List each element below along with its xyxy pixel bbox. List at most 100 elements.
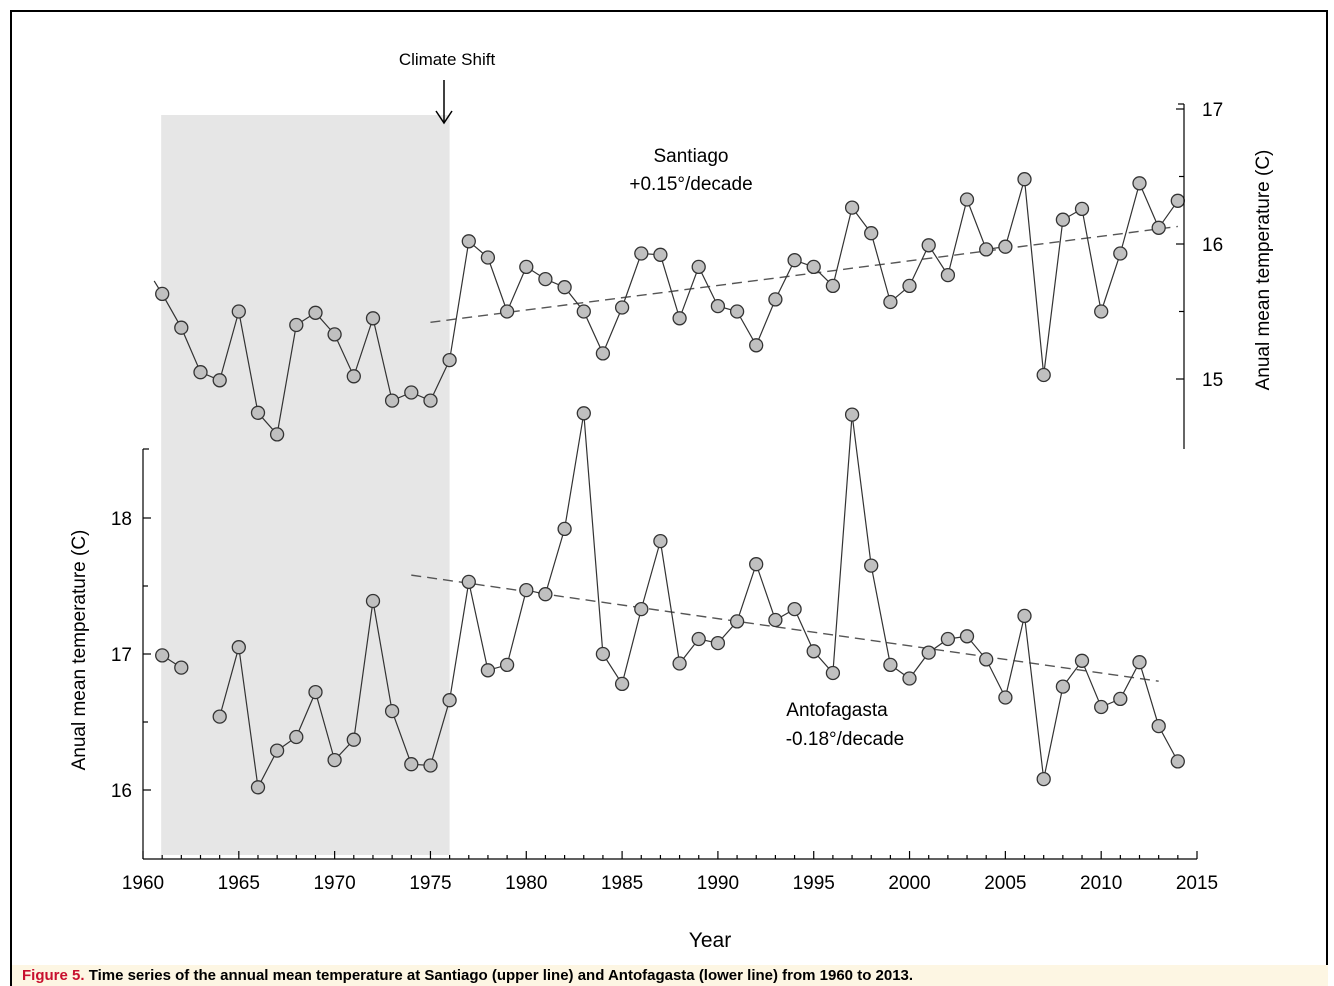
- antofagasta-point-1971: [346, 732, 361, 747]
- santiago-point-1984: [595, 346, 611, 361]
- antofagasta-point-1967: [269, 743, 285, 758]
- santiago-point-1970: [327, 327, 342, 342]
- antofagasta-point-1968: [289, 729, 304, 745]
- left-axis-title: Anual mean temperature (C): [69, 530, 90, 771]
- antofagasta-point-1981: [538, 587, 553, 602]
- x-tick-label-1960: 1960: [122, 873, 164, 894]
- climate-shift-shade: [161, 115, 450, 855]
- santiago-point-1990: [710, 298, 726, 314]
- antofagasta-point-1997: [844, 407, 860, 422]
- x-tick-label-2005: 2005: [984, 873, 1026, 894]
- santiago-point-1978: [480, 250, 496, 265]
- right-tick-label-15: 15: [1202, 370, 1223, 391]
- antofagasta-point-2001: [921, 645, 936, 660]
- santiago-point-1981: [538, 271, 553, 287]
- antofagasta-point-2010: [1094, 699, 1109, 715]
- antofagasta-point-1978: [480, 663, 496, 678]
- antofagasta-point-1986: [634, 601, 649, 617]
- santiago-point-1989: [691, 259, 706, 275]
- antofagasta-point-1970: [327, 752, 342, 768]
- santiago-point-1963: [193, 365, 208, 380]
- x-tick-label-1995: 1995: [793, 873, 835, 894]
- santiago-point-1995: [806, 259, 821, 275]
- antofagasta-point-1987: [653, 533, 668, 549]
- left-tick-label-16: 16: [111, 781, 132, 802]
- series-layer: [153, 172, 1185, 795]
- santiago-point-1993: [768, 292, 783, 307]
- left-tick-label-18: 18: [111, 509, 132, 530]
- left-tick-label-17: 17: [111, 645, 132, 666]
- antofagasta-point-2008: [1055, 679, 1071, 694]
- annotation-label: Climate Shift: [399, 50, 496, 69]
- santiago-point-2013: [1151, 220, 1166, 235]
- antofagasta-point-2005: [998, 690, 1013, 705]
- santiago-point-2004: [979, 242, 994, 257]
- antofagasta-point-1974: [404, 757, 419, 772]
- antofagasta-point-1996: [825, 665, 841, 681]
- caption-label: Figure 5.: [22, 967, 85, 984]
- santiago-point-2001: [921, 238, 936, 253]
- santiago-point-1999: [883, 294, 898, 310]
- antofagasta-point-1998: [864, 558, 879, 573]
- antofagasta-point-2004: [979, 652, 994, 667]
- antofagasta-point-1994: [787, 601, 802, 617]
- santiago-point-1968: [289, 317, 304, 333]
- santiago-point-2002: [940, 267, 956, 283]
- santiago-point-1982: [557, 280, 572, 295]
- antofagasta-point-2013: [1151, 718, 1166, 734]
- x-tick-label-2010: 2010: [1080, 873, 1122, 894]
- axes-layer: 1960 1965 1970 1975 1980 1985 1990 1995 2000 2005…: [111, 100, 1223, 894]
- santiago-point-1972: [365, 311, 381, 326]
- antofagasta-point-2002: [940, 631, 956, 647]
- caption-text: Time series of the annual mean temperatu…: [88, 967, 914, 984]
- antofagasta-point-1972: [365, 593, 381, 609]
- santiago-point-1966: [250, 405, 266, 420]
- santiago-point-2012: [1132, 176, 1147, 191]
- santiago-point-1962: [174, 320, 189, 335]
- santiago-point-1964: [212, 373, 227, 388]
- antofagasta-point-1976: [442, 693, 457, 708]
- figure-caption: Figure 5. Time series of the annual mean…: [12, 965, 1328, 986]
- santiago-label: Santiago: [653, 146, 728, 167]
- antofagasta-point-2009: [1074, 653, 1090, 668]
- santiago-point-2006: [1017, 172, 1032, 187]
- santiago-trend-line: [430, 225, 1178, 323]
- santiago-point-2011: [1113, 246, 1128, 261]
- antofagasta-point-1975: [423, 758, 438, 773]
- santiago-point-1979: [499, 304, 515, 319]
- antofagasta-point-1984: [595, 646, 611, 662]
- antofagasta-point-2003: [959, 629, 975, 644]
- santiago-point-1967: [269, 427, 285, 442]
- annotation-arrow: [435, 80, 453, 125]
- antofagasta-point-1999: [883, 657, 898, 673]
- santiago-point-1991: [729, 304, 745, 319]
- x-tick-label-1990: 1990: [697, 873, 739, 894]
- antofagasta-point-1965: [231, 640, 246, 655]
- santiago-point-2007: [1036, 367, 1051, 383]
- antofagasta-point-1988: [672, 656, 687, 671]
- antofagasta-trend-line: [411, 574, 1159, 682]
- santiago-point-1971: [346, 369, 361, 384]
- antofagasta-point-1962: [174, 660, 189, 675]
- antofagasta-trend-label: -0.18°/decade: [786, 729, 905, 750]
- antofagasta-point-1964: [212, 709, 227, 724]
- santiago-point-1988: [672, 311, 687, 326]
- right-axis-title: Anual mean temperature (C): [1253, 150, 1274, 391]
- santiago-point-1980: [519, 259, 534, 275]
- santiago-point-1994: [787, 253, 802, 268]
- santiago-point-1974: [404, 385, 419, 400]
- santiago-point-1976: [442, 352, 457, 368]
- santiago-point-2000: [902, 278, 917, 294]
- santiago-point-1969: [308, 305, 323, 320]
- santiago-point-2010: [1094, 304, 1109, 319]
- x-tick-label-1975: 1975: [409, 873, 451, 894]
- antofagasta-point-1989: [691, 631, 706, 647]
- santiago-point-1997: [844, 200, 860, 215]
- santiago-trend-label: +0.15°/decade: [629, 174, 752, 195]
- antofagasta-point-1980: [519, 582, 534, 598]
- x-axis-title: Year: [689, 929, 731, 952]
- right-tick-label-16: 16: [1202, 235, 1223, 256]
- santiago-point-1977: [461, 234, 476, 249]
- santiago-point-2005: [998, 239, 1013, 254]
- x-tick-label-2015: 2015: [1176, 873, 1218, 894]
